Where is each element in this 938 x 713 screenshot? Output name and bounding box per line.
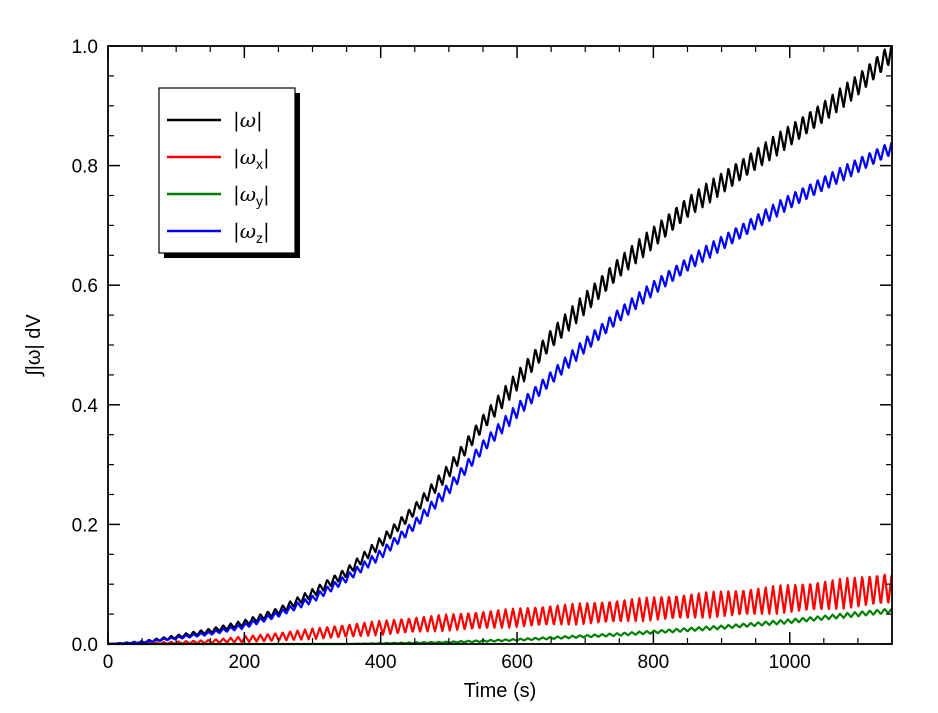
y-tick-label: 0.6	[72, 276, 98, 297]
y-tick-label: 0.4	[72, 396, 99, 417]
y-tick-label: 1.0	[72, 37, 98, 58]
legend-bar: |	[263, 182, 270, 207]
series-line-x	[107, 573, 893, 646]
legend-label: |ω|	[233, 108, 263, 133]
series-line-magnitude	[107, 45, 893, 646]
legend-bar: |	[263, 219, 270, 244]
x-tick-labels: 0 200 400 600 800 1000	[103, 652, 811, 673]
legend-entry: |ω|	[167, 108, 263, 133]
y-tick-label: 0.2	[72, 515, 98, 536]
x-tick-label: 0	[103, 652, 114, 673]
y-tick-label: 0.0	[72, 635, 98, 656]
plot-frame	[107, 45, 893, 645]
legend-entry: |ωz|	[167, 219, 270, 246]
x-tick-label: 800	[638, 652, 670, 673]
legend: |ω| |ωx| |ωy| |ωz|	[158, 87, 300, 258]
x-tick-label: 400	[365, 652, 397, 673]
x-axis-label: Time (s)	[464, 680, 537, 702]
legend-label: |ωx|	[233, 145, 270, 172]
y-tick-label: 0.8	[72, 157, 98, 178]
x-tick-label: 200	[228, 652, 260, 673]
y-axis-label: ∫|ω| dV	[23, 314, 45, 377]
series-line-z	[107, 142, 893, 646]
x-tick-label: 600	[501, 652, 533, 673]
legend-bar: |	[263, 145, 270, 170]
legend-box	[158, 87, 296, 254]
legend-entries: |ω| |ωx| |ωy| |ωz|	[167, 108, 270, 246]
legend-label: |ωy|	[233, 182, 270, 209]
y-tick-labels: 0.0 0.2 0.4 0.6 0.8 1.0	[72, 37, 99, 656]
x-tick-label: 1000	[769, 652, 811, 673]
legend-entry: |ωx|	[167, 145, 270, 172]
legend-label: |ωz|	[233, 219, 270, 246]
legend-entry: |ωy|	[167, 182, 270, 209]
